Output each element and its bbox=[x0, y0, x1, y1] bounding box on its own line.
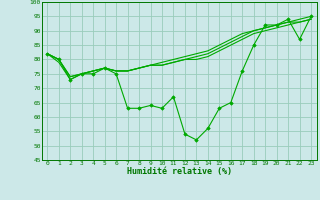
X-axis label: Humidité relative (%): Humidité relative (%) bbox=[127, 167, 232, 176]
